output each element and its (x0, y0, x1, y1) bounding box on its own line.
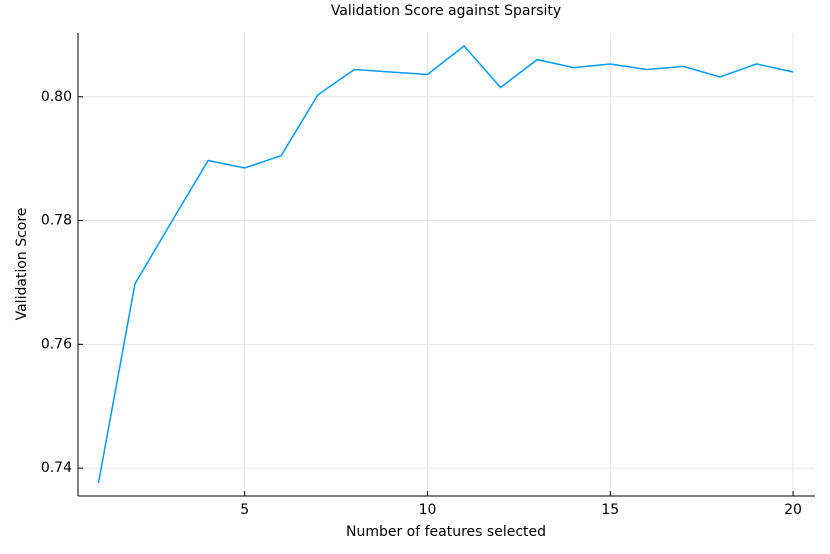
y-tick-label: 0.76 (41, 336, 72, 352)
x-tick-label: 15 (601, 502, 619, 518)
x-tick-label: 5 (240, 502, 249, 518)
y-tick-label: 0.80 (41, 89, 72, 105)
y-tick-label: 0.74 (41, 460, 72, 476)
chart-title: Validation Score against Sparsity (331, 3, 561, 19)
y-tick-label: 0.78 (41, 213, 72, 229)
y-axis-label: Validation Score (14, 208, 30, 321)
data-line (97, 44, 794, 484)
x-axis-label: Number of features selected (346, 524, 546, 540)
x-tick-label: 10 (419, 502, 437, 518)
x-tick-label: 20 (784, 502, 802, 518)
